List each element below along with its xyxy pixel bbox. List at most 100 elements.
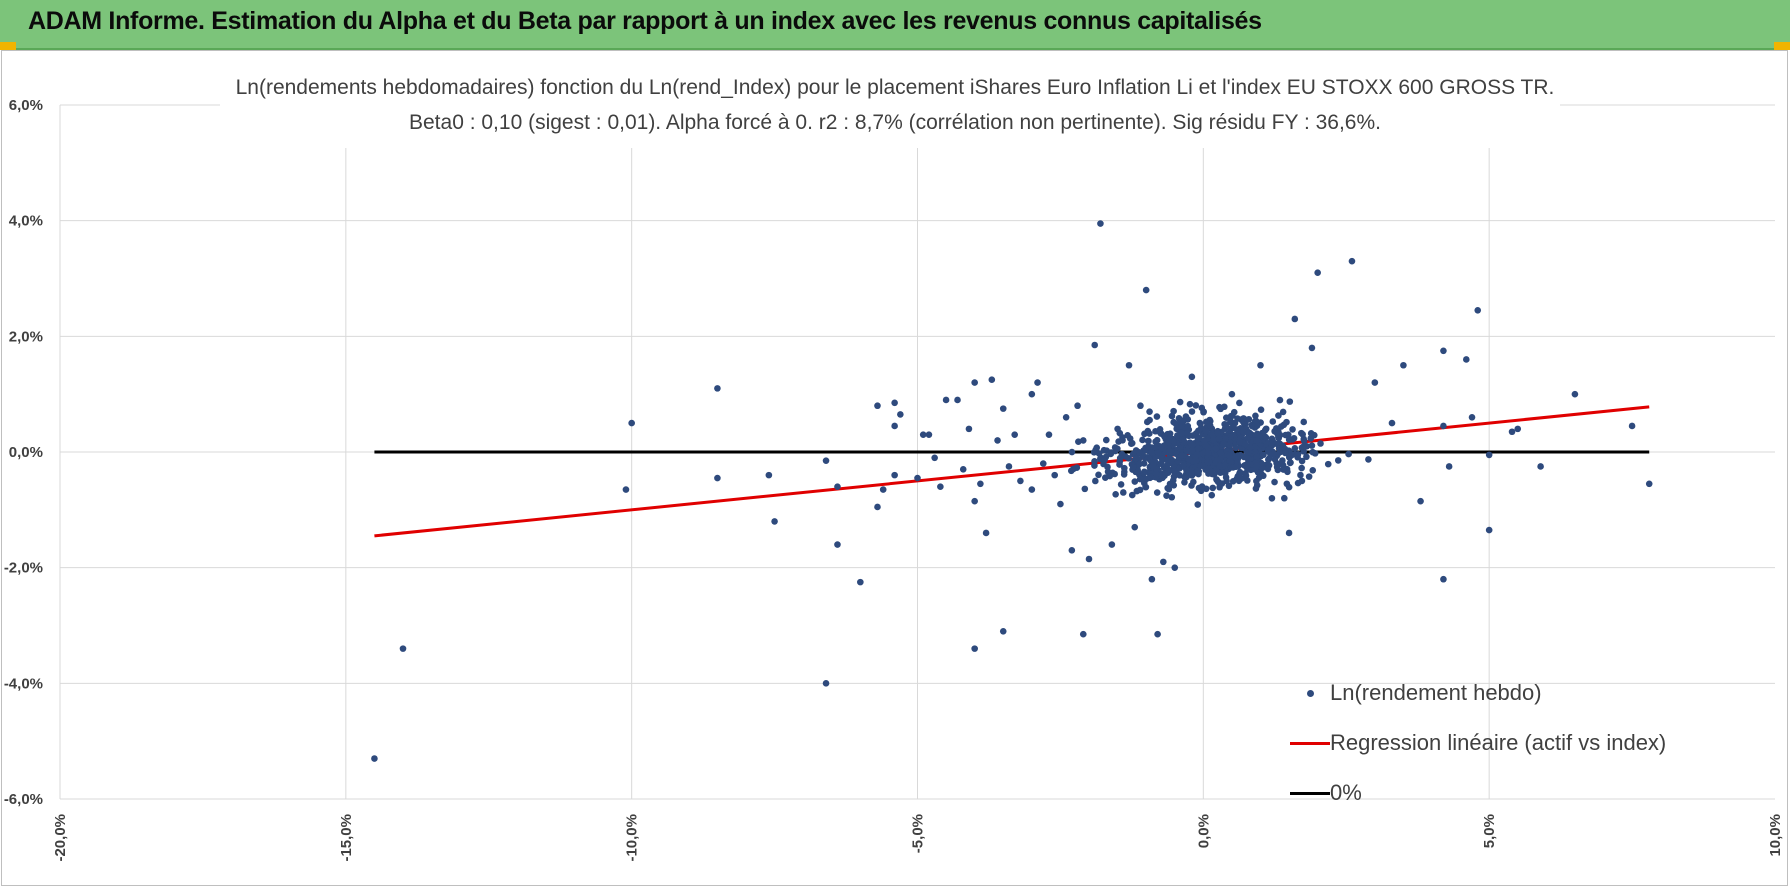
data-point — [1131, 523, 1139, 531]
data-point — [919, 431, 927, 438]
data-point — [1017, 477, 1024, 485]
data-point — [1236, 399, 1243, 407]
data-point — [1208, 468, 1215, 475]
tick-labels: -20,0% -15,0% -10,0% -5,0% 0,0% 5,0% 10,0% -6,0… — [4, 97, 1784, 862]
data-point — [874, 503, 881, 511]
data-point — [1194, 445, 1202, 452]
data-point — [1045, 431, 1053, 438]
data-point — [1275, 412, 1282, 419]
data-point — [1188, 469, 1195, 477]
data-point — [1075, 438, 1082, 445]
data-point — [1228, 390, 1236, 398]
data-point — [971, 645, 978, 652]
data-point — [1243, 464, 1251, 472]
data-point — [1240, 453, 1248, 461]
data-point — [1178, 452, 1186, 459]
data-point — [1230, 424, 1238, 432]
data-point — [1307, 435, 1315, 442]
x-tick-label: 0,0% — [1195, 814, 1212, 848]
data-point — [931, 454, 938, 462]
data-point — [1011, 431, 1018, 438]
data-point — [1170, 473, 1178, 480]
data-point — [1282, 449, 1289, 457]
data-point — [1222, 435, 1229, 442]
data-point — [1057, 500, 1064, 508]
data-point — [1285, 436, 1293, 444]
data-point — [1039, 460, 1047, 467]
data-point — [1171, 467, 1178, 475]
data-point — [1111, 447, 1119, 455]
legend-item-regression: Regression linéaire (actif vs index) — [1290, 718, 1690, 768]
data-point — [1269, 450, 1277, 458]
data-point — [1145, 437, 1152, 445]
data-point — [1120, 471, 1128, 478]
data-point — [1028, 486, 1036, 493]
data-point — [1285, 529, 1293, 537]
chart-legend: Ln(rendement hebdo) Regression linéaire … — [1290, 668, 1690, 818]
data-point — [1221, 403, 1228, 411]
data-point — [1242, 469, 1249, 477]
data-point — [1081, 485, 1089, 493]
data-point — [1371, 379, 1379, 386]
data-point — [1090, 449, 1098, 456]
data-point — [1085, 555, 1093, 563]
data-point — [1222, 474, 1230, 481]
data-point — [1252, 412, 1259, 420]
data-point — [1193, 451, 1201, 458]
data-point — [1125, 361, 1133, 369]
data-point — [1468, 414, 1476, 421]
data-point — [1062, 414, 1070, 421]
data-point — [771, 518, 778, 525]
data-point — [1171, 564, 1179, 571]
data-point — [1108, 541, 1116, 548]
data-point — [1209, 484, 1217, 492]
data-point — [1154, 449, 1162, 457]
data-point — [1100, 446, 1108, 454]
data-point — [1216, 456, 1224, 464]
data-point — [1194, 435, 1202, 443]
report-title: ADAM Informe. Estimation du Alpha et du … — [28, 7, 1262, 35]
data-point — [1034, 379, 1041, 386]
data-point — [1141, 468, 1148, 476]
data-point — [1148, 449, 1155, 456]
data-point — [714, 385, 721, 392]
data-point — [1271, 455, 1279, 463]
data-point — [1178, 429, 1185, 437]
data-point — [1244, 435, 1251, 442]
data-point — [1068, 448, 1076, 456]
data-point — [1280, 466, 1287, 473]
data-point — [1215, 434, 1223, 442]
data-point — [1440, 575, 1447, 583]
data-point — [988, 376, 996, 384]
data-point — [982, 529, 990, 537]
corner-mark-right — [1774, 42, 1790, 50]
data-point — [1239, 428, 1247, 435]
legend-marker-dot — [1290, 681, 1330, 705]
data-point — [965, 425, 973, 433]
data-point — [1091, 462, 1098, 469]
data-point — [1265, 445, 1273, 453]
data-point — [1183, 466, 1190, 474]
data-point — [1129, 464, 1137, 471]
data-point — [1218, 480, 1226, 487]
data-point — [1226, 452, 1233, 460]
data-point — [1485, 451, 1493, 459]
data-point — [1324, 460, 1332, 468]
data-point — [1257, 361, 1264, 369]
data-point — [765, 471, 773, 479]
data-point — [937, 483, 944, 491]
data-point — [994, 437, 1001, 444]
data-point — [857, 578, 864, 586]
y-tick-label: 6,0% — [9, 97, 43, 114]
x-tick-label: -15,0% — [338, 814, 355, 862]
data-point — [1186, 400, 1194, 408]
data-point — [1262, 426, 1270, 433]
data-point — [714, 474, 721, 482]
data-point — [1204, 449, 1212, 457]
y-tick-label: -4,0% — [4, 675, 43, 692]
data-point — [1189, 441, 1196, 449]
data-point — [399, 645, 407, 652]
data-point — [1116, 454, 1124, 462]
data-point — [1311, 450, 1319, 457]
data-point — [1168, 459, 1175, 466]
